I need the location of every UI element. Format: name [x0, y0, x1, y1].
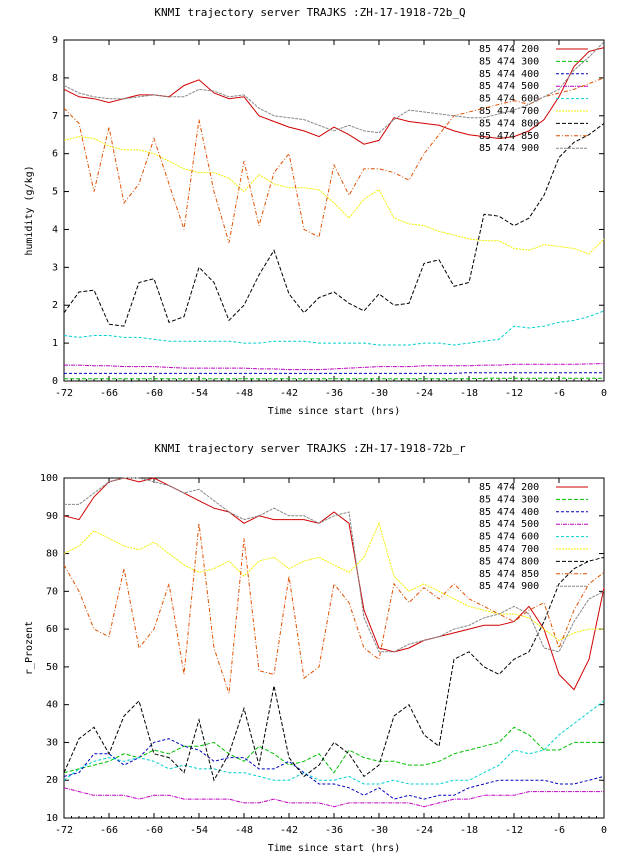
series-line-1 [63, 477, 605, 691]
y-tick-label: 5 [52, 187, 58, 198]
y-tick-label: 20 [46, 775, 58, 786]
series-line-9 [63, 41, 605, 134]
legend-label: 85 474 300 [479, 494, 539, 505]
y-tick-label: 4 [52, 224, 58, 235]
x-tick-label: -6 [553, 825, 565, 836]
legend-label: 85 474 300 [479, 56, 539, 67]
x-tick-label: -36 [325, 388, 343, 399]
x-axis-label: Time since start (hrs) [268, 843, 400, 854]
chart-title: KNMI trajectory server TRAJKS :ZH-17-191… [154, 442, 466, 455]
legend-label: 85 474 500 [479, 519, 539, 530]
series-line-6 [63, 521, 604, 641]
series-line-7 [63, 556, 605, 782]
legend-label: 85 474 500 [479, 81, 539, 92]
x-tick-label: 0 [601, 388, 607, 399]
series-line-4 [63, 787, 604, 808]
x-tick-label: -66 [100, 825, 118, 836]
x-tick-label: -54 [190, 388, 208, 399]
y-tick-label: 30 [46, 737, 58, 748]
legend-label: 85 474 600 [479, 532, 539, 543]
legend-label: 85 474 900 [479, 143, 539, 154]
x-tick-label: -24 [415, 388, 433, 399]
x-tick-label: -6 [553, 388, 565, 399]
y-tick-label: 90 [46, 511, 58, 522]
x-tick-label: -12 [505, 825, 523, 836]
x-tick-label: -24 [415, 825, 433, 836]
series-line-5 [63, 310, 605, 346]
y-tick-label: 40 [46, 700, 58, 711]
y-tick-label: 3 [52, 262, 58, 273]
y-tick-label: 80 [46, 549, 58, 560]
series-line-2 [63, 726, 604, 774]
series-line-7 [63, 123, 605, 327]
x-tick-label: -72 [55, 825, 73, 836]
x-tick-label: -72 [55, 388, 73, 399]
x-tick-label: -18 [460, 825, 478, 836]
legend-label: 85 474 900 [479, 581, 539, 592]
series-line-8 [63, 77, 605, 243]
legend-label: 85 474 400 [479, 69, 539, 80]
x-axis-label: Time since start (hrs) [268, 406, 400, 417]
x-tick-label: -54 [190, 825, 208, 836]
series-line-6 [63, 136, 605, 255]
x-tick-label: -60 [145, 825, 163, 836]
y-axis-label: humidity (g/kg) [24, 165, 35, 255]
x-tick-label: -42 [280, 825, 298, 836]
x-tick-label: -60 [145, 388, 163, 399]
x-tick-label: -30 [370, 388, 388, 399]
x-tick-label: -48 [235, 388, 253, 399]
legend-label: 85 474 800 [479, 118, 539, 129]
x-tick-label: -30 [370, 825, 388, 836]
y-tick-label: 50 [46, 662, 58, 673]
y-tick-label: 100 [40, 473, 58, 484]
legend-label: 85 474 700 [479, 106, 539, 117]
legend-label: 85 474 400 [479, 507, 539, 518]
chart-title: KNMI trajectory server TRAJKS :ZH-17-191… [154, 6, 465, 19]
y-axis-label: r_Prozent [24, 621, 35, 675]
y-tick-label: 7 [52, 111, 58, 122]
legend-label: 85 474 600 [479, 94, 539, 105]
legend-label: 85 474 850 [479, 131, 539, 142]
series-line-3 [63, 738, 605, 800]
series-line-5 [63, 700, 605, 785]
x-tick-label: -18 [460, 388, 478, 399]
series-line-3 [64, 372, 604, 374]
legend-label: 85 474 850 [479, 569, 539, 580]
x-tick-label: -12 [505, 388, 523, 399]
x-tick-label: -66 [100, 388, 118, 399]
y-tick-label: 60 [46, 624, 58, 635]
series-line-8 [63, 523, 605, 694]
y-tick-label: 6 [52, 149, 58, 160]
y-tick-label: 0 [52, 376, 58, 387]
legend-label: 85 474 800 [479, 556, 539, 567]
y-tick-label: 2 [52, 300, 58, 311]
x-tick-label: -48 [235, 825, 253, 836]
x-tick-label: -36 [325, 825, 343, 836]
legend-label: 85 474 200 [479, 44, 539, 55]
y-tick-label: 9 [52, 35, 58, 46]
series-line-4 [64, 363, 605, 371]
y-tick-label: 8 [52, 73, 58, 84]
y-tick-label: 70 [46, 586, 58, 597]
legend-label: 85 474 200 [479, 482, 539, 493]
x-tick-label: 0 [601, 825, 607, 836]
legend-label: 85 474 700 [479, 544, 539, 555]
y-tick-label: 1 [52, 338, 58, 349]
y-tick-label: 10 [46, 813, 58, 824]
series-line-9 [64, 477, 605, 653]
x-tick-label: -42 [280, 388, 298, 399]
